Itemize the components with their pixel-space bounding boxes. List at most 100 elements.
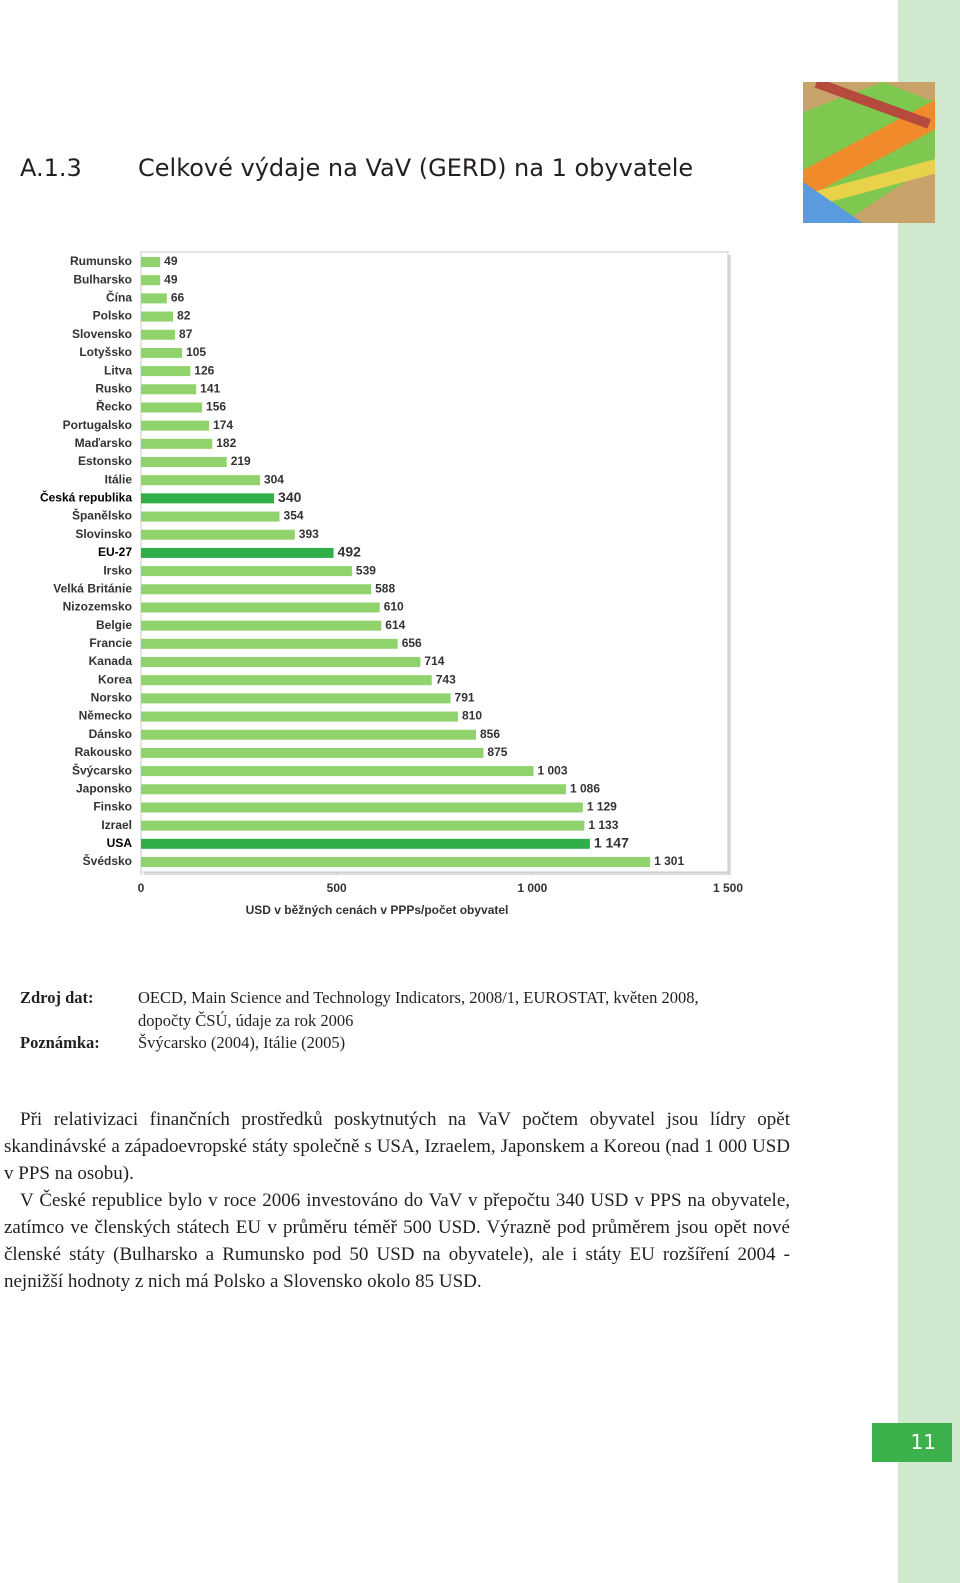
bar [141, 493, 275, 504]
value-label: 791 [455, 691, 475, 705]
note-label: Zdroj dat: [20, 988, 94, 1007]
bar [141, 257, 161, 267]
category-label: Bulharsko [73, 272, 132, 286]
bar [141, 529, 295, 540]
category-label: Německo [79, 709, 132, 723]
bar [141, 638, 398, 649]
category-label: Finsko [93, 800, 132, 814]
page-number: 11 [872, 1423, 952, 1462]
category-label: Dánsko [89, 727, 132, 741]
category-label: Španělsko [72, 508, 132, 523]
bar [141, 820, 585, 831]
section-number: A.1.3 [20, 154, 82, 182]
bar [141, 366, 191, 377]
category-label: Kanada [89, 654, 133, 668]
value-label: 105 [186, 345, 206, 359]
bar [141, 402, 203, 413]
category-label: Korea [98, 672, 132, 686]
category-label: Itálie [105, 472, 133, 486]
value-label: 1 129 [587, 800, 617, 814]
plot-area [140, 251, 729, 873]
bar [141, 384, 197, 395]
bar [141, 329, 176, 340]
bar [141, 784, 566, 795]
category-label: Polsko [93, 309, 132, 323]
bar [141, 657, 421, 667]
section-title: Celkové výdaje na VaV (GERD) na 1 obyvat… [138, 154, 694, 182]
bar [141, 547, 334, 558]
bar [141, 747, 484, 758]
bar [141, 457, 227, 467]
bar [141, 711, 458, 722]
decorative-image [803, 82, 935, 223]
body-text: Při relativizaci finančních prostředků p… [4, 1106, 790, 1295]
note-label: Poznámka: [20, 1033, 100, 1052]
category-label: Maďarsko [75, 436, 132, 450]
bar [141, 511, 280, 522]
value-label: 49 [164, 272, 178, 286]
value-label: 340 [278, 489, 302, 505]
bar [141, 729, 476, 740]
bar [141, 347, 183, 358]
bar [141, 602, 380, 613]
bar [141, 802, 583, 813]
note-text: Švýcarsko (2004), Itálie (2005) [138, 1033, 346, 1052]
value-label: 492 [338, 544, 362, 560]
value-label: 49 [164, 254, 178, 268]
chart: 0 500 1 000 1 500 USD v běžných cenách v PPP… [40, 251, 743, 917]
value-label: 856 [480, 727, 500, 741]
category-label: Nizozemsko [63, 600, 132, 614]
value-label: 1 301 [654, 854, 684, 868]
category-label: EU-27 [98, 545, 132, 559]
value-label: 610 [384, 600, 404, 614]
value-label: 174 [213, 418, 233, 432]
note-text: OECD, Main Science and Technology Indica… [138, 988, 699, 1007]
value-label: 393 [299, 527, 319, 541]
note-text: dopočty ČSÚ, údaje za rok 2006 [138, 1010, 354, 1030]
category-label: USA [107, 836, 133, 850]
category-label: Litva [104, 363, 132, 377]
x-tick-label: 0 [138, 881, 145, 895]
category-label: Lotyšsko [79, 345, 132, 359]
value-label: 656 [402, 636, 422, 650]
value-label: 354 [284, 509, 304, 523]
value-label: 1 003 [538, 763, 568, 777]
bar [141, 584, 372, 595]
category-label: Rumunsko [70, 254, 132, 268]
x-tick-label: 500 [327, 881, 347, 895]
bar [141, 293, 167, 304]
category-label: Irsko [103, 563, 132, 577]
value-label: 126 [194, 363, 214, 377]
value-label: 588 [375, 581, 395, 595]
bar [141, 438, 213, 449]
value-label: 1 086 [570, 781, 600, 795]
value-label: 714 [424, 654, 444, 668]
bar [141, 566, 352, 577]
category-label: Čína [106, 290, 132, 305]
value-label: 810 [462, 709, 482, 723]
bar [141, 675, 432, 686]
category-label: Japonsko [76, 781, 132, 795]
bar [141, 275, 161, 286]
paragraph: Při relativizaci finančních prostředků p… [4, 1109, 790, 1184]
value-label: 66 [171, 291, 185, 305]
category-label: Rakousko [75, 745, 132, 759]
x-tick-label: 1 000 [517, 881, 547, 895]
bar [141, 766, 534, 777]
value-label: 87 [179, 327, 193, 341]
category-label: Estonsko [78, 454, 132, 468]
value-label: 1 147 [594, 835, 629, 851]
value-label: 539 [356, 563, 376, 577]
value-label: 614 [385, 618, 405, 632]
category-label: Slovinsko [75, 527, 132, 541]
bar [141, 857, 651, 867]
value-label: 82 [177, 309, 191, 323]
x-axis-title: USD v běžných cenách v PPPs/počet obyvat… [246, 903, 509, 917]
category-label: Belgie [96, 618, 132, 632]
category-label: Francie [89, 636, 132, 650]
category-label: Izrael [101, 818, 132, 832]
category-label: Česká republika [40, 490, 132, 505]
bar [141, 620, 382, 631]
bar [141, 475, 260, 486]
category-label: Norsko [91, 691, 132, 705]
